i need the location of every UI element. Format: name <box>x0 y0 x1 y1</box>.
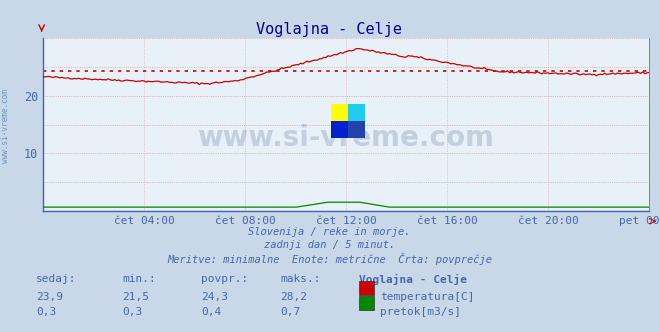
Text: temperatura[C]: temperatura[C] <box>380 292 474 302</box>
Text: 28,2: 28,2 <box>280 292 307 302</box>
Text: 21,5: 21,5 <box>122 292 149 302</box>
Text: maks.:: maks.: <box>280 274 320 284</box>
Text: min.:: min.: <box>122 274 156 284</box>
Text: Slovenija / reke in morje.: Slovenija / reke in morje. <box>248 227 411 237</box>
Text: 23,9: 23,9 <box>36 292 63 302</box>
Bar <box>348 121 365 138</box>
Text: zadnji dan / 5 minut.: zadnji dan / 5 minut. <box>264 240 395 250</box>
Text: 0,4: 0,4 <box>201 307 221 317</box>
Text: sedaj:: sedaj: <box>36 274 76 284</box>
Text: Meritve: minimalne  Enote: metrične  Črta: povprečje: Meritve: minimalne Enote: metrične Črta:… <box>167 253 492 265</box>
Text: povpr.:: povpr.: <box>201 274 248 284</box>
Text: pretok[m3/s]: pretok[m3/s] <box>380 307 461 317</box>
Bar <box>331 121 348 138</box>
Text: Voglajna - Celje: Voglajna - Celje <box>256 22 403 37</box>
Bar <box>348 104 365 121</box>
Text: 0,3: 0,3 <box>122 307 142 317</box>
Text: Voglajna - Celje: Voglajna - Celje <box>359 274 467 285</box>
Text: www.si-vreme.com: www.si-vreme.com <box>1 89 10 163</box>
Text: 0,3: 0,3 <box>36 307 57 317</box>
Text: 0,7: 0,7 <box>280 307 301 317</box>
Text: 24,3: 24,3 <box>201 292 228 302</box>
Text: www.si-vreme.com: www.si-vreme.com <box>198 124 494 152</box>
Bar <box>331 104 348 121</box>
